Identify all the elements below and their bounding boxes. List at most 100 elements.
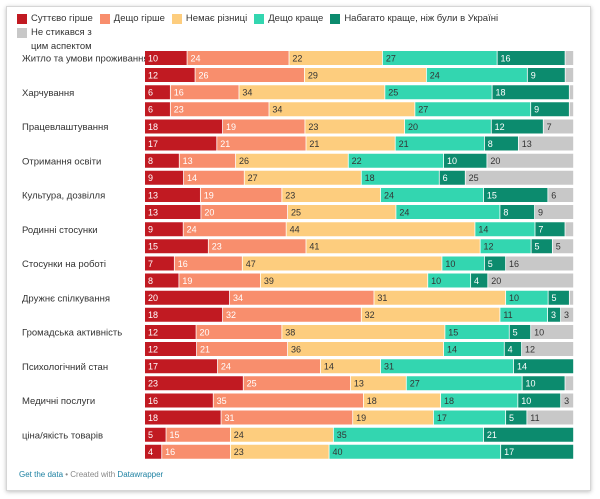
- value-label: 24: [234, 430, 244, 440]
- value-label: 31: [384, 362, 394, 372]
- bar-segment: [480, 239, 531, 254]
- value-label: 15: [448, 327, 458, 337]
- value-label: 15: [148, 242, 158, 252]
- value-label: 11: [503, 310, 512, 320]
- value-label: 23: [308, 122, 318, 132]
- value-label: 36: [291, 344, 301, 354]
- bar-segment: [531, 102, 569, 117]
- value-label: 13: [522, 139, 532, 149]
- bar-segment: [145, 307, 223, 322]
- value-label: 15: [487, 190, 497, 200]
- bar-segment: [396, 205, 500, 219]
- get-the-data-link[interactable]: Get the data: [19, 470, 64, 479]
- value-label: 10: [526, 379, 536, 389]
- bar-segment: [217, 359, 321, 374]
- value-label: 5: [535, 242, 540, 252]
- bar-segment: [329, 444, 501, 459]
- bar-segment: [244, 170, 361, 185]
- bar-segment: [548, 290, 569, 305]
- category-label: Харчування: [22, 88, 74, 99]
- category-label: Культура, дозвілля: [22, 191, 105, 202]
- bar-segment: [145, 136, 217, 151]
- bar-segment: [518, 393, 561, 408]
- legend-swatch: [254, 14, 265, 24]
- bar-segment: [208, 239, 306, 254]
- bar-segment: [195, 68, 305, 82]
- bar-segment: [506, 290, 548, 305]
- bar-segment: [442, 256, 485, 271]
- value-label: 26: [198, 70, 208, 80]
- bar-segment: [145, 342, 197, 356]
- value-label: 9: [531, 70, 536, 80]
- bar-segment: [179, 273, 261, 288]
- value-label: 40: [332, 447, 342, 457]
- value-label: 24: [221, 362, 231, 372]
- value-label: 27: [386, 53, 396, 63]
- bar-segment: [500, 307, 548, 322]
- bar-segment: [230, 444, 329, 459]
- bar-segment: [217, 136, 306, 151]
- value-label: 16: [178, 259, 188, 269]
- legend-label: Суттєво гірше: [31, 13, 93, 24]
- bar-segment: [385, 85, 492, 100]
- value-label: 14: [517, 362, 527, 372]
- legend-swatch: [330, 14, 341, 24]
- bar-segment: [282, 188, 381, 202]
- bar-segment: [145, 68, 195, 82]
- bar-segment: [444, 153, 487, 168]
- bar-segment: [565, 222, 574, 237]
- bar-segment: [145, 119, 223, 134]
- value-label: 6: [148, 105, 153, 115]
- bar-segment: [286, 222, 475, 237]
- bar-segment: [497, 51, 565, 65]
- value-label: 8: [488, 139, 493, 149]
- bar-segment: [380, 188, 484, 202]
- bar-segment: [543, 119, 574, 134]
- bar-segment: [509, 325, 531, 339]
- bar-segment: [145, 170, 184, 185]
- value-label: 7: [547, 122, 552, 132]
- bar-segment: [535, 222, 565, 237]
- bar-segment: [518, 136, 574, 151]
- bar-segment: [380, 359, 514, 374]
- bar-segment: [395, 136, 484, 151]
- bar-segment: [565, 68, 574, 82]
- value-label: 31: [224, 413, 234, 423]
- bar-segment: [465, 170, 574, 185]
- value-label: 8: [148, 276, 153, 286]
- value-label: 15: [169, 430, 179, 440]
- category-label: Працевлаштування: [22, 122, 108, 133]
- legend-label: Не стикався з цим аспектом: [31, 27, 92, 52]
- bar-segment: [242, 256, 442, 271]
- bar-segment: [548, 188, 574, 202]
- bar-segment: [415, 102, 531, 117]
- legend-item-3: Дещо краще: [254, 12, 323, 26]
- bar-segment: [145, 410, 221, 425]
- value-label: 26: [239, 156, 249, 166]
- value-label: 3: [564, 310, 569, 320]
- value-label: 23: [285, 190, 295, 200]
- value-label: 24: [399, 207, 409, 217]
- bar-segment: [483, 427, 574, 442]
- value-label: 12: [148, 327, 158, 337]
- value-label: 32: [226, 310, 236, 320]
- value-label: 6: [443, 173, 448, 183]
- value-label: 10: [431, 276, 441, 286]
- value-label: 4: [474, 276, 479, 286]
- legend-swatch: [17, 28, 27, 38]
- value-label: 4: [508, 344, 513, 354]
- bar-segment: [445, 325, 509, 339]
- bar-segment: [488, 273, 574, 288]
- value-label: 24: [187, 225, 197, 235]
- bar-segment: [145, 273, 179, 288]
- bar-segment: [282, 325, 445, 339]
- bar-segment: [213, 393, 363, 408]
- bar-segment: [433, 410, 506, 425]
- value-label: 22: [352, 156, 362, 166]
- value-label: 10: [445, 259, 455, 269]
- value-label: 32: [365, 310, 375, 320]
- bar-segment: [406, 376, 522, 391]
- datawrapper-link[interactable]: Datawrapper: [117, 470, 164, 479]
- value-label: 31: [377, 293, 387, 303]
- value-label: 16: [174, 88, 184, 98]
